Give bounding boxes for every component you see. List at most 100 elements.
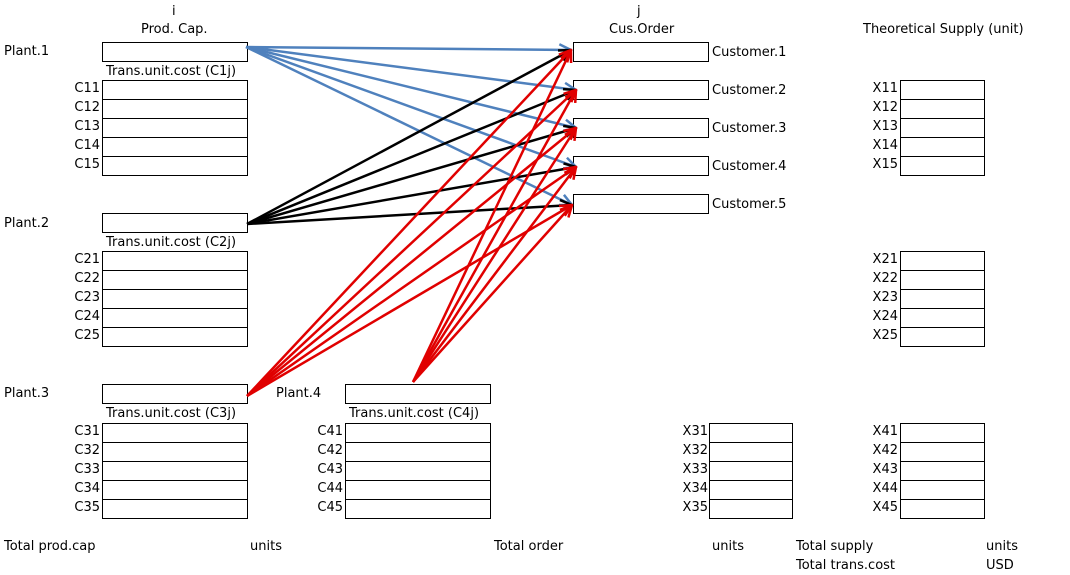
supply-cell[interactable] [901,424,984,443]
plant3-to-customer-4-arrow [246,165,578,398]
cost-cell[interactable] [103,138,247,157]
cost-label: C23 [74,290,100,305]
plant-2-cost-table [102,251,248,347]
cost-cell[interactable] [346,462,490,481]
cost-cell[interactable] [103,119,247,138]
total-trans-cost-label: Total trans.cost [796,558,896,573]
cost-label: C32 [74,443,100,458]
supply-cell[interactable] [901,290,984,309]
supply-x1-table [900,80,985,176]
supply-label: X31 [682,424,708,439]
supply-label: X25 [872,328,898,343]
cost-cell[interactable] [103,309,247,328]
customer-4-label: Customer.4 [712,159,787,174]
supply-label: X41 [872,424,898,439]
plant-1-label: Plant.1 [4,44,50,59]
units-label: units [712,539,744,554]
cost-cell[interactable] [346,443,490,462]
cost-cell[interactable] [103,443,247,462]
prod-cap-header: Prod. Cap. [141,22,208,37]
cost-cell[interactable] [103,481,247,500]
cost-cell[interactable] [103,81,247,100]
plant-3-label: Plant.3 [4,386,50,401]
supply-cell[interactable] [901,462,984,481]
supply-label: X23 [872,290,898,305]
supply-cell[interactable] [901,100,984,119]
supply-label: X32 [682,443,708,458]
supply-label: X13 [872,119,898,134]
supply-cell[interactable] [901,443,984,462]
cost-label: C33 [74,462,100,477]
plant-3-cost-table [102,423,248,519]
cost-cell[interactable] [103,424,247,443]
customer-1-order-input[interactable] [573,42,709,62]
plant-1-cost-title: Trans.unit.cost (C1j) [106,64,237,79]
supply-cell[interactable] [901,119,984,138]
customer-5-order-input[interactable] [573,194,709,214]
plant-4-capacity-input[interactable] [345,384,491,404]
supply-cell[interactable] [710,443,792,462]
plant3-to-customer-3-arrow [246,126,578,397]
supply-cell[interactable] [901,138,984,157]
cost-label: C41 [317,424,343,439]
supply-label: X12 [872,100,898,115]
supply-label: X43 [872,462,898,477]
plant-3-cost-title: Trans.unit.cost (C3j) [106,406,237,421]
supply-cell[interactable] [901,309,984,328]
plant-1-cost-table [102,80,248,176]
supply-x4-table [900,423,985,519]
plant-1-capacity-input[interactable] [102,42,248,62]
cost-cell[interactable] [103,290,247,309]
plant3-to-customer-5-arrow [246,203,574,398]
total-prod-cap-label: Total prod.cap [4,539,96,554]
supply-cell[interactable] [901,252,984,271]
cost-label: C21 [74,252,100,267]
cost-label: C25 [74,328,100,343]
cost-cell[interactable] [346,424,490,443]
supply-cell[interactable] [901,81,984,100]
supply-cell[interactable] [710,462,792,481]
plant1-to-customer-3-arrow [245,45,578,132]
cus-order-header: Cus.Order [609,22,675,37]
cost-cell[interactable] [103,100,247,119]
supply-cell[interactable] [710,481,792,500]
cost-label: C13 [74,119,100,134]
customer-5-label: Customer.5 [712,197,787,212]
cost-label: C24 [74,309,100,324]
cost-label: C31 [74,424,100,439]
customer-3-label: Customer.3 [712,121,787,136]
cost-label: C15 [74,157,100,172]
supply-label: X44 [872,481,898,496]
total-supply-label: Total supply [796,539,874,554]
cost-label: C34 [74,481,100,496]
supply-cell[interactable] [710,424,792,443]
cost-label: C44 [317,481,343,496]
supply-label: X42 [872,443,898,458]
supply-cell[interactable] [901,481,984,500]
supply-label: X45 [872,500,898,515]
supply-label: X35 [682,500,708,515]
plant2-to-customer-1-arrow [246,48,573,226]
cost-cell[interactable] [103,462,247,481]
cost-label: C35 [74,500,100,515]
theoretical-supply-header: Theoretical Supply (unit) [863,22,1024,37]
supply-label: X22 [872,271,898,286]
plant3-to-customer-1-arrow [246,48,573,397]
total-order-label: Total order [494,539,564,554]
cost-cell[interactable] [103,252,247,271]
plant4-to-customer-1-arrow [411,48,573,383]
cost-label: C14 [74,138,100,153]
supply-label: X34 [682,481,708,496]
plant-4-cost-title: Trans.unit.cost (C4j) [349,406,480,421]
cost-cell[interactable] [103,271,247,290]
supply-label: X14 [872,138,898,153]
plant4-to-customer-2-arrow [411,88,578,383]
supply-cell[interactable] [901,271,984,290]
i-label: i [172,4,176,19]
j-label: j [637,4,641,19]
plant-4-label: Plant.4 [276,386,322,401]
plant-4-cost-table [345,423,491,519]
cost-cell[interactable] [346,481,490,500]
cost-label: C42 [317,443,343,458]
